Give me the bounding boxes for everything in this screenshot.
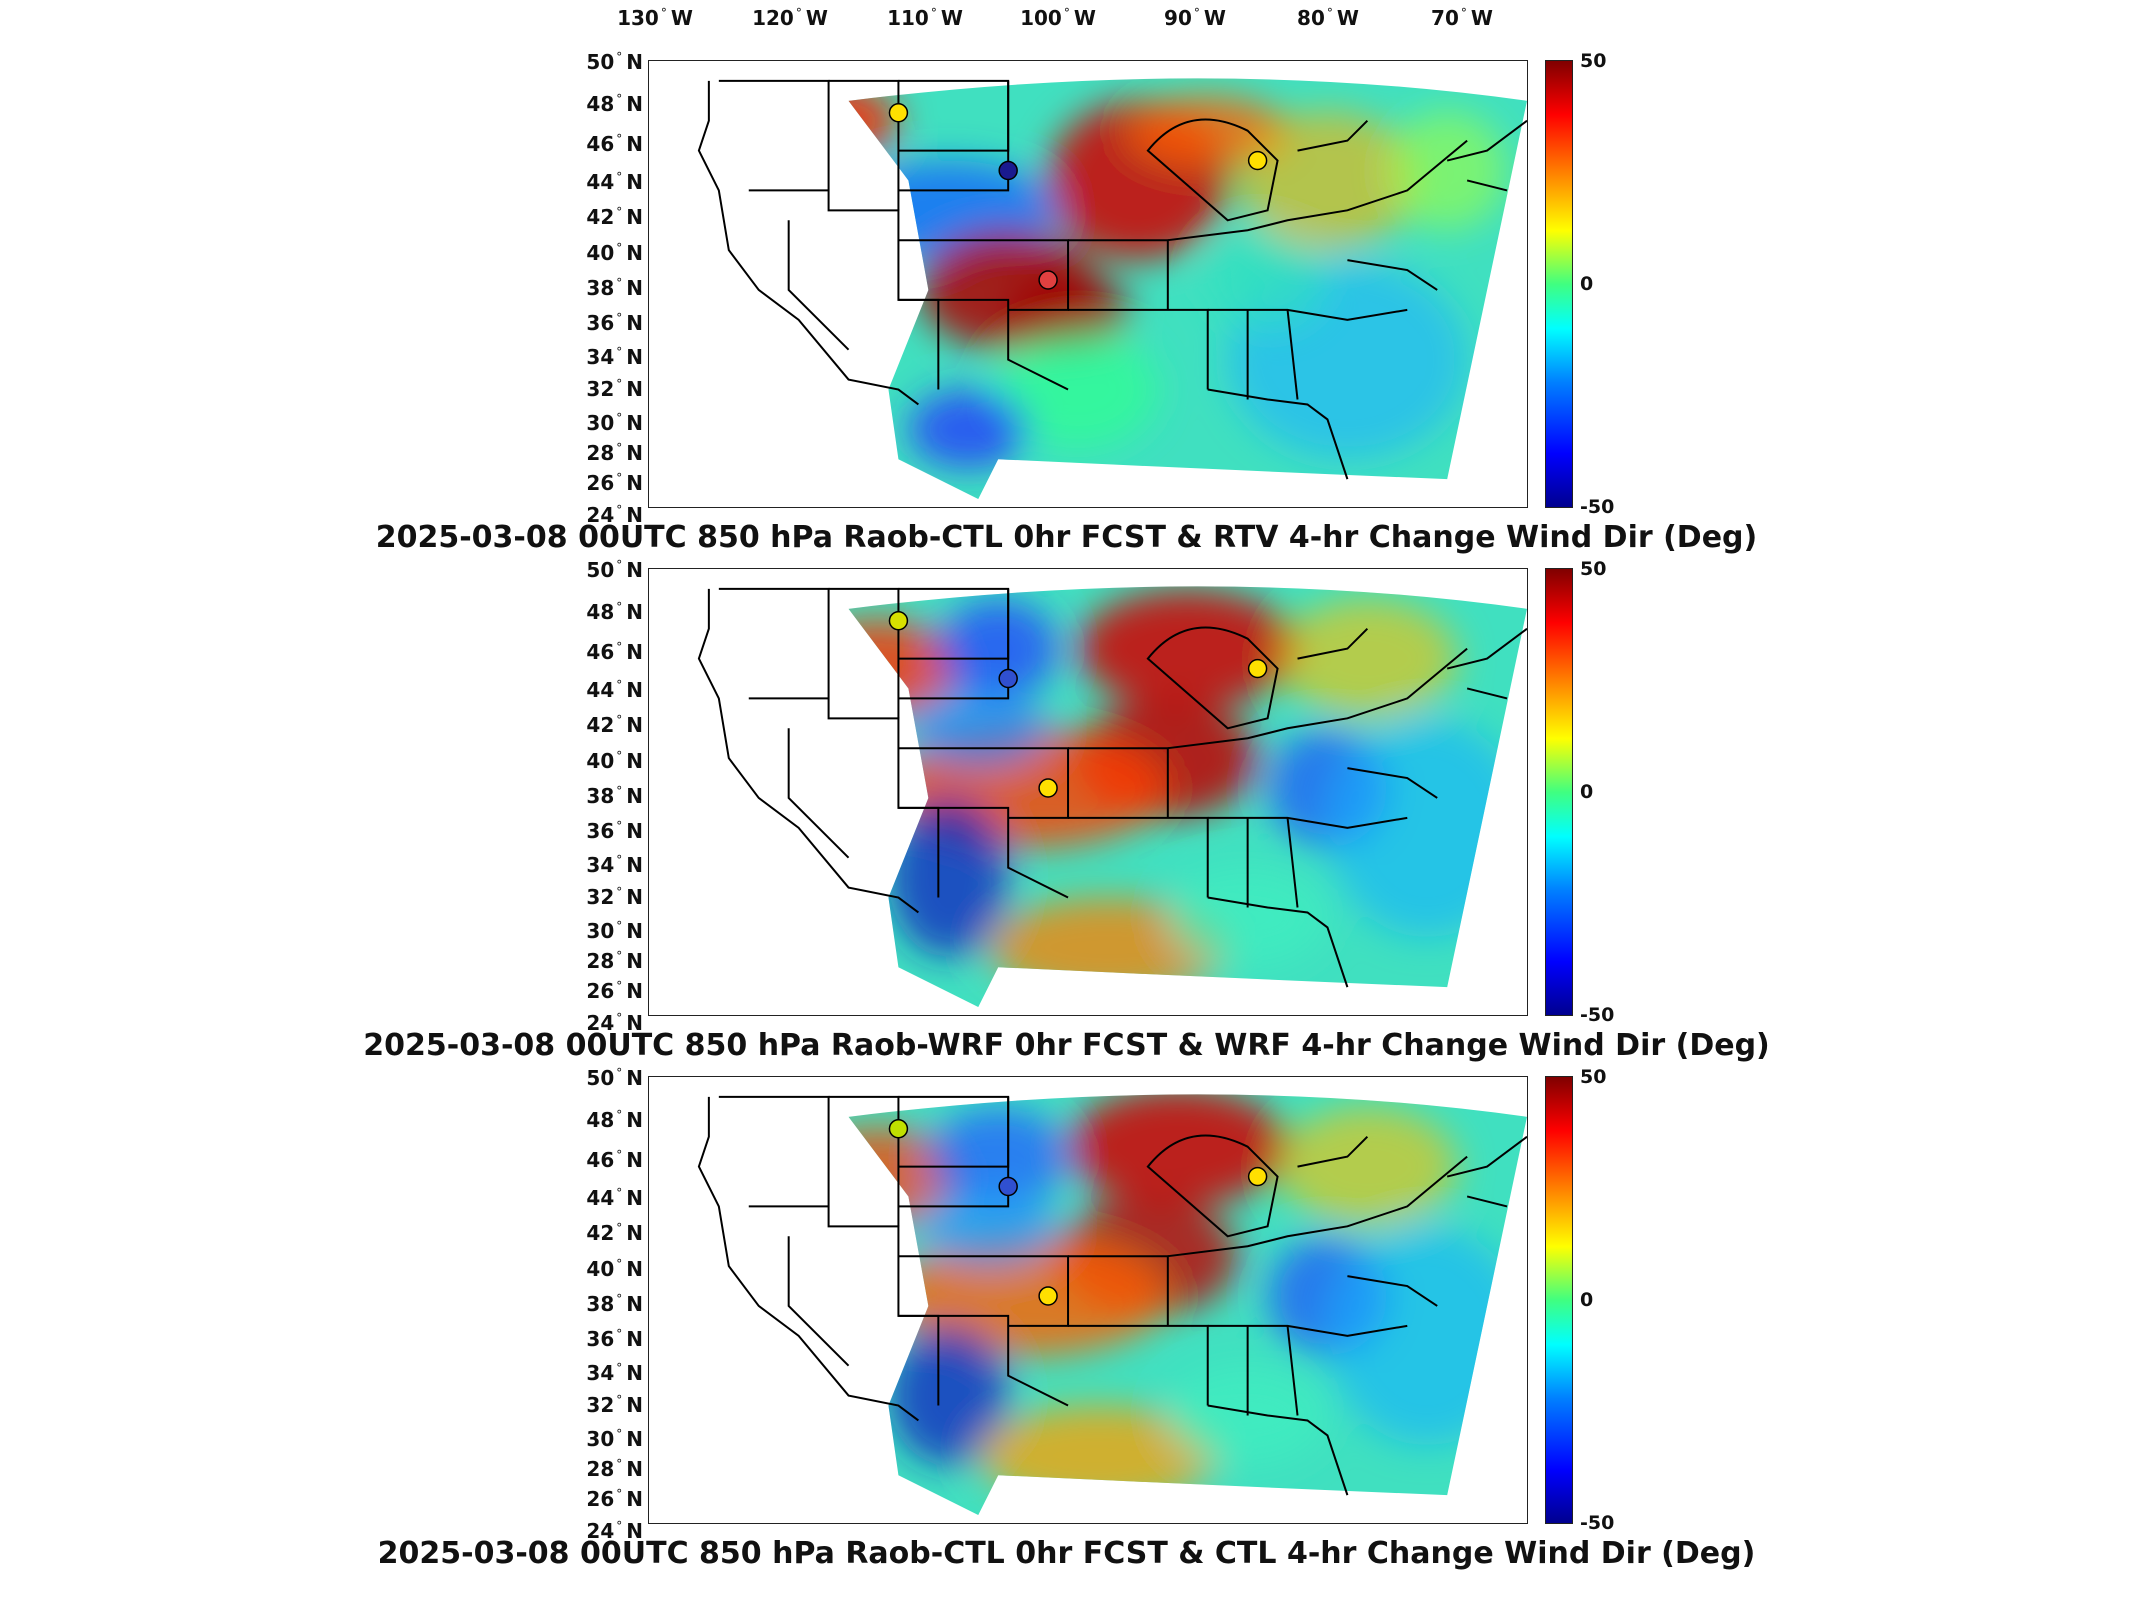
- lon-label-100: 100 ° W: [1020, 6, 1096, 30]
- lat-label-38: 38 ° N: [586, 784, 643, 808]
- lat-label-30: 30 ° N: [586, 919, 643, 943]
- raob-marker-2: [1038, 1286, 1058, 1306]
- lat-label-28: 28 ° N: [586, 1457, 643, 1481]
- lon-label-110: 110 ° W: [887, 6, 963, 30]
- map-frame: [648, 568, 1528, 1016]
- lat-label-28: 28 ° N: [586, 441, 643, 465]
- lat-label-44: 44 ° N: [586, 1186, 643, 1210]
- colorbar-mid-label: 0: [1580, 1289, 1594, 1311]
- raob-marker-0: [888, 103, 909, 123]
- lat-label-46: 46 ° N: [586, 640, 643, 664]
- lat-label-40: 40 ° N: [586, 749, 643, 773]
- lat-label-34: 34 ° N: [586, 1361, 643, 1385]
- raob-marker-3: [1247, 1166, 1268, 1187]
- panel-title: 2025-03-08 00UTC 850 hPa Raob-CTL 0hr FC…: [377, 1536, 1756, 1571]
- map-frame: [648, 60, 1528, 508]
- state-borders: [697, 1095, 1527, 1496]
- lat-label-38: 38 ° N: [586, 1292, 643, 1316]
- lat-label-36: 36 ° N: [586, 311, 643, 335]
- lat-label-24: 24 ° N: [586, 503, 643, 527]
- state-borders: [697, 79, 1527, 480]
- lat-label-42: 42 ° N: [586, 1221, 643, 1245]
- lat-label-32: 32 ° N: [586, 1393, 643, 1417]
- lat-label-32: 32 ° N: [586, 885, 643, 909]
- lat-label-42: 42 ° N: [586, 713, 643, 737]
- raob-marker-0: [888, 611, 909, 631]
- lon-label-80: 80 ° W: [1297, 6, 1359, 30]
- lat-label-28: 28 ° N: [586, 949, 643, 973]
- colorbar: [1545, 568, 1573, 1016]
- lat-label-30: 30 ° N: [586, 411, 643, 435]
- map-frame: [648, 1076, 1528, 1524]
- raob-stations: [888, 1119, 1268, 1306]
- lat-label-40: 40 ° N: [586, 241, 643, 265]
- lat-label-42: 42 ° N: [586, 205, 643, 229]
- lat-label-46: 46 ° N: [586, 1148, 643, 1172]
- panel-title: 2025-03-08 00UTC 850 hPa Raob-CTL 0hr FC…: [375, 520, 1758, 555]
- lat-label-44: 44 ° N: [586, 170, 643, 194]
- wind-field: [848, 78, 1527, 500]
- colorbar-min-label: -50: [1580, 496, 1615, 518]
- colorbar-max-label: 50: [1580, 1066, 1607, 1088]
- lon-label-70: 70 ° W: [1431, 6, 1493, 30]
- raob-marker-1: [998, 668, 1018, 689]
- lat-label-26: 26 ° N: [586, 471, 643, 495]
- map-panel-1: 50 ° N 48 ° N 46 ° N 44 ° N 42 ° N 40 ° N 38 ° N 36 ° N 34 ° N 32 ° N…: [0, 50, 2133, 570]
- raob-marker-2: [1038, 270, 1058, 290]
- colorbar-mid-label: 0: [1580, 273, 1594, 295]
- lat-label-40: 40 ° N: [586, 1257, 643, 1281]
- colorbar-mid-label: 0: [1580, 781, 1594, 803]
- lat-label-30: 30 ° N: [586, 1427, 643, 1451]
- lat-label-50: 50 ° N: [586, 558, 643, 582]
- state-borders: [697, 587, 1527, 988]
- lat-label-46: 46 ° N: [586, 132, 643, 156]
- raob-marker-3: [1247, 658, 1268, 679]
- lat-label-50: 50 ° N: [586, 50, 643, 74]
- colorbar-max-label: 50: [1580, 558, 1607, 580]
- lat-label-44: 44 ° N: [586, 678, 643, 702]
- raob-stations: [888, 103, 1268, 290]
- lat-label-38: 38 ° N: [586, 276, 643, 300]
- raob-marker-1: [998, 160, 1018, 181]
- colorbar-min-label: -50: [1580, 1512, 1615, 1534]
- lat-label-34: 34 ° N: [586, 345, 643, 369]
- colorbar: [1545, 1076, 1573, 1524]
- lon-label-130: 130 ° W: [617, 6, 693, 30]
- raob-marker-1: [998, 1176, 1018, 1197]
- raob-marker-0: [888, 1119, 909, 1139]
- wind-field: [848, 586, 1527, 1008]
- wind-field: [848, 1094, 1527, 1516]
- lat-label-36: 36 ° N: [586, 819, 643, 843]
- map-panel-2: 50 ° N 48 ° N 46 ° N 44 ° N 42 ° N 40 ° N 38 ° N 36 ° N 34 ° N 32 ° N…: [0, 558, 2133, 1078]
- lat-label-48: 48 ° N: [586, 600, 643, 624]
- colorbar-max-label: 50: [1580, 50, 1607, 72]
- raob-stations: [888, 611, 1268, 798]
- lat-label-48: 48 ° N: [586, 92, 643, 116]
- lon-label-120: 120 ° W: [752, 6, 828, 30]
- raob-marker-2: [1038, 778, 1058, 798]
- lat-label-36: 36 ° N: [586, 1327, 643, 1351]
- lat-label-48: 48 ° N: [586, 1108, 643, 1132]
- lat-label-32: 32 ° N: [586, 377, 643, 401]
- lat-label-34: 34 ° N: [586, 853, 643, 877]
- lat-label-50: 50 ° N: [586, 1066, 643, 1090]
- colorbar-min-label: -50: [1580, 1004, 1615, 1026]
- lon-label-90: 90 ° W: [1164, 6, 1226, 30]
- lat-label-26: 26 ° N: [586, 979, 643, 1003]
- lat-label-24: 24 ° N: [586, 1519, 643, 1543]
- map-panel-3: 50 ° N 48 ° N 46 ° N 44 ° N 42 ° N 40 ° N 38 ° N 36 ° N 34 ° N 32 ° N…: [0, 1066, 2133, 1586]
- lat-label-26: 26 ° N: [586, 1487, 643, 1511]
- panel-title: 2025-03-08 00UTC 850 hPa Raob-WRF 0hr FC…: [363, 1028, 1770, 1063]
- colorbar: [1545, 60, 1573, 508]
- raob-marker-3: [1247, 150, 1268, 171]
- lat-label-24: 24 ° N: [586, 1011, 643, 1035]
